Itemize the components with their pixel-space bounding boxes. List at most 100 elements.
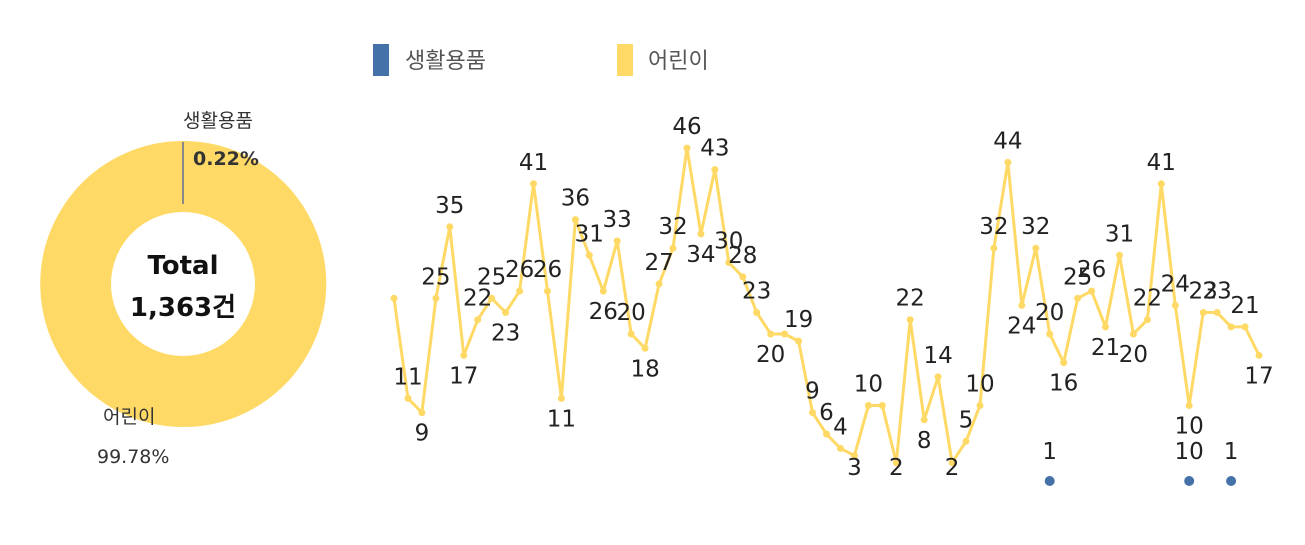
children-point [669,244,677,252]
donut-hole [111,212,255,356]
children-point [474,316,482,324]
children-point [1074,294,1082,302]
children-point [1102,323,1109,331]
children-point [920,416,928,424]
children-data-label: 25 [1063,264,1092,290]
living-series-points [1044,476,1237,486]
children-data-label: 25 [421,264,450,290]
children-data-label: 22 [896,286,925,312]
children-data-label: 33 [603,207,632,233]
children-data-label: 24 [1161,271,1190,297]
children-data-label: 25 [477,264,506,290]
children-data-label: 2 [945,455,960,481]
children-series-labels: 1192535172225232641261136312633201827324… [393,114,1273,481]
children-point [1185,402,1193,409]
children-data-label: 46 [672,114,701,140]
children-point [390,294,398,302]
children-point [781,330,789,338]
children-data-label: 26 [533,257,562,283]
children-data-label: 23 [491,321,520,347]
living-point [1226,476,1237,486]
children-data-label: 23 [742,279,771,305]
children-point [488,294,496,302]
children-point [585,251,593,259]
living-series-labels: 1 10 1 [1042,439,1238,465]
children-point [892,459,900,467]
children-data-label: 23 [1189,279,1218,305]
children-point [739,273,747,281]
children-point [725,259,733,266]
children-data-label: 14 [923,343,952,369]
children-point [795,337,803,345]
children-data-label: 28 [728,243,757,269]
children-data-label: 10 [1175,414,1204,440]
children-point [976,402,984,409]
children-data-label: 41 [519,150,548,176]
donut-pct-living: 0.22% [193,148,259,170]
children-point [655,280,663,288]
line-chart: 1192535172225232641261136312633201827324… [390,114,1274,486]
children-data-label: 26 [1077,257,1106,283]
children-data-label: 16 [1049,371,1078,397]
children-data-label: 10 [854,372,883,398]
children-point [1060,359,1068,367]
children-data-label: 21 [1091,335,1120,361]
donut-chart: Total 1,363건 생활용품 0.22% 어린이 99.78% [40,110,327,468]
children-point [1171,301,1179,309]
children-point [530,180,537,188]
children-point [1241,323,1249,331]
living-data-label: 10 [1175,439,1204,465]
children-data-label: 11 [547,406,576,432]
children-point [404,394,412,402]
children-data-label: 24 [1007,313,1036,339]
children-point [823,430,830,438]
children-point [641,344,649,352]
children-point [837,444,844,452]
living-point [1044,476,1055,486]
children-point [446,223,454,231]
children-point [502,309,510,316]
children-point [1018,301,1026,309]
children-point [1116,251,1123,259]
children-data-label: 4 [833,414,848,440]
children-data-label: 44 [993,128,1022,154]
children-point [418,409,426,417]
children-point [460,351,468,359]
children-data-label: 31 [1105,221,1134,247]
donut-pct-children: 99.78% [97,446,169,468]
children-data-label: 26 [505,257,534,283]
children-data-label: 32 [658,214,687,240]
children-data-label: 17 [1244,363,1273,389]
children-data-label: 8 [917,428,932,454]
children-data-label: 30 [714,229,743,255]
children-point [627,330,635,338]
children-point [711,166,719,174]
children-point [697,230,705,238]
children-data-label: 22 [463,286,492,312]
children-point [1227,323,1235,331]
children-point [571,216,579,224]
living-data-label: 1 [1224,439,1239,465]
donut-total-value: 1,363건 [130,293,236,323]
children-point [1046,330,1054,338]
children-data-label: 32 [979,214,1008,240]
children-point [557,394,565,402]
children-point [962,437,970,445]
children-data-label: 18 [630,356,659,382]
children-data-label: 10 [965,372,994,398]
children-data-label: 20 [1035,300,1064,326]
legend-swatch-children [617,44,633,76]
children-data-label: 17 [449,363,478,389]
children-point [906,316,914,324]
children-point [1213,309,1221,316]
children-point [767,330,775,338]
line-legend: 생활용품 어린이 [373,44,709,76]
children-point [516,287,524,295]
children-data-label: 9 [805,379,820,405]
children-point [1032,244,1040,252]
children-data-label: 5 [959,407,974,433]
children-data-label: 31 [575,221,604,247]
living-point [1184,476,1195,486]
children-point [1088,287,1096,295]
children-point [613,237,621,245]
